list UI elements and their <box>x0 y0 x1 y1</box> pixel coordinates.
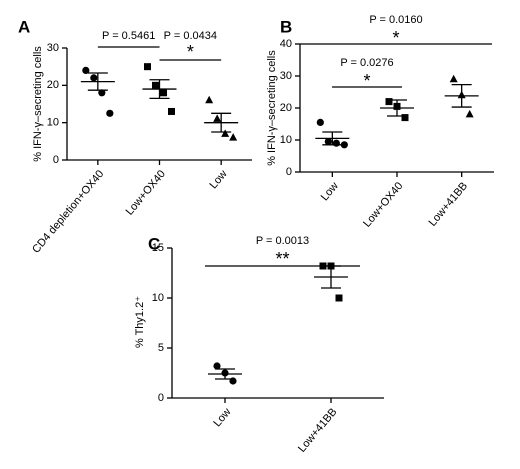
p-value: P = 0.0434 <box>164 30 217 42</box>
panel-label: B <box>280 17 292 36</box>
y-tick-label: 10 <box>152 292 164 304</box>
significance: * <box>187 42 194 62</box>
point <box>106 109 114 117</box>
x-tick-label: Low <box>319 180 341 203</box>
y-tick-label: 30 <box>280 70 292 82</box>
panel-label: C <box>148 234 160 253</box>
y-tick-label: 5 <box>158 342 164 354</box>
point <box>82 66 90 74</box>
y-tick-label: 40 <box>280 38 292 50</box>
p-value: P = 0.0160 <box>369 14 422 26</box>
point <box>385 98 393 106</box>
significance: * <box>392 28 399 48</box>
point <box>152 81 159 89</box>
point <box>335 294 343 302</box>
y-tick-label: 15 <box>152 242 164 254</box>
point <box>144 63 151 71</box>
y-tick-label: 10 <box>47 117 59 129</box>
significance: ** <box>275 249 289 269</box>
x-tick-label: Low+OX40 <box>124 168 168 218</box>
p-value: P = 0.5461 <box>102 30 155 42</box>
x-tick-label: Low+OX40 <box>361 180 405 230</box>
y-tick-label: 20 <box>280 102 292 114</box>
point <box>98 89 106 97</box>
point <box>160 89 167 97</box>
p-value: P = 0.0276 <box>340 57 393 69</box>
y-axis-label: % IFN-γ–secreting cells <box>32 46 44 162</box>
point <box>90 74 98 82</box>
significance: * <box>363 71 370 91</box>
y-axis-label: % IFN-γ–secreting cells <box>266 50 278 166</box>
x-tick-label: CD4 depletion+OX40 <box>30 168 106 256</box>
y-tick-label: 20 <box>47 79 59 91</box>
point <box>316 118 324 126</box>
point <box>221 129 230 137</box>
p-value: P = 0.0013 <box>256 235 309 247</box>
x-tick-label: Low+41BB <box>427 180 471 229</box>
y-tick-label: 0 <box>53 154 59 166</box>
x-tick-label: Low+41BB <box>296 406 340 455</box>
point <box>449 74 458 83</box>
x-tick-label: Low <box>211 406 233 429</box>
y-axis-label: % Thy1.2⁺ <box>134 296 146 348</box>
point <box>229 133 238 141</box>
point <box>213 114 222 122</box>
point <box>168 107 175 115</box>
y-tick-label: 0 <box>158 392 164 404</box>
point <box>324 138 332 146</box>
point <box>332 139 340 147</box>
y-tick-label: 10 <box>280 134 292 146</box>
panel-label: A <box>18 17 30 36</box>
x-tick-label: Low <box>208 168 230 191</box>
point <box>340 141 348 149</box>
y-tick-label: 30 <box>47 42 59 54</box>
y-tick-label: 0 <box>286 166 292 178</box>
point <box>205 95 214 104</box>
point <box>465 109 474 118</box>
point <box>213 362 221 370</box>
point <box>401 114 409 122</box>
